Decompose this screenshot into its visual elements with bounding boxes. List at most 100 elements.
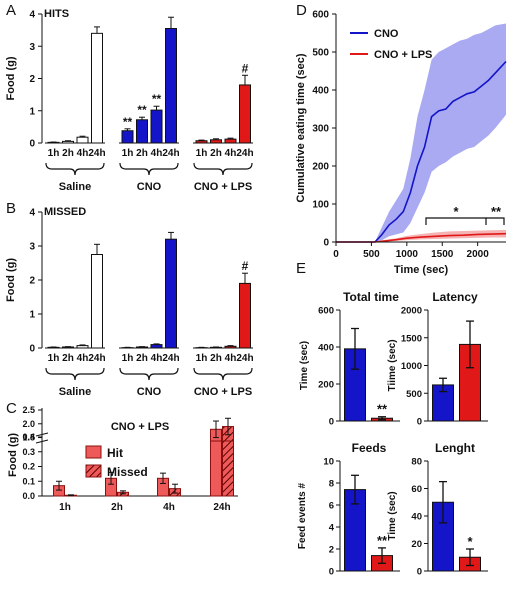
axis-break-mark — [35, 439, 49, 444]
x-tick-label: 2h — [210, 353, 222, 364]
x-tick-label: 24h — [162, 353, 179, 364]
significance-bracket — [425, 217, 487, 225]
y-tick-label: 3 — [29, 242, 35, 253]
significance-label: ** — [123, 115, 133, 129]
bar — [210, 436, 222, 497]
x-tick-label: 1h — [48, 353, 60, 364]
y-tick-label: 0.2 — [22, 462, 35, 472]
y-tick-label: 3 — [29, 42, 35, 53]
significance-label: * — [467, 534, 473, 549]
y-tick-label: 10 — [323, 457, 334, 468]
subpanel-title: Total time — [343, 290, 399, 304]
group-brace — [119, 367, 179, 381]
group-label: Saline — [59, 386, 91, 398]
y-tick-label: 0 — [417, 417, 422, 428]
y-tick-label: 1500 — [401, 333, 422, 344]
significance-label: ** — [377, 402, 388, 417]
y-tick-label: 400 — [312, 86, 329, 97]
group-brace — [193, 162, 253, 176]
y-tick-label: 4 — [29, 208, 35, 219]
y-tick-label: 2.0 — [22, 419, 35, 429]
bar — [150, 109, 163, 144]
bar — [76, 136, 89, 144]
x-tick-label: 2h — [210, 148, 222, 159]
x-tick-label: 24h — [162, 148, 179, 159]
legend-swatch — [85, 445, 102, 459]
group-brace — [193, 367, 253, 381]
x-tick-label: 2h — [62, 148, 74, 159]
y-tick-label: 2000 — [401, 306, 422, 317]
y-tick-label: 200 — [318, 380, 334, 391]
legend-swatch — [85, 464, 102, 478]
bar — [210, 139, 222, 144]
panel-letter: D — [296, 2, 307, 19]
x-tick-label: 1h — [122, 148, 134, 159]
group-label: CNO — [137, 386, 162, 398]
significance-label: ** — [377, 533, 388, 548]
y-axis-label: Food (g) — [5, 258, 17, 302]
y-tick-label: 1.5 — [22, 433, 35, 443]
panel-letter: E — [296, 260, 306, 277]
group-brace — [119, 162, 179, 176]
legend-label: Missed — [107, 465, 148, 479]
y-tick-label: 0 — [29, 344, 35, 355]
x-tick-label: 4h — [151, 353, 163, 364]
y-tick-label: 300 — [312, 124, 329, 135]
group-label: CNO + LPS — [194, 181, 252, 193]
y-axis-label: Cumulative eating time (sec) — [295, 53, 307, 202]
bar — [222, 436, 234, 497]
x-tick-label: 2h — [136, 353, 148, 364]
y-axis-label: Food (g) — [7, 433, 19, 477]
panel-title: HITS — [44, 8, 69, 20]
significance-label: # — [242, 61, 249, 75]
x-tick-label: 2h — [111, 502, 123, 513]
x-tick-label: 4h — [225, 353, 237, 364]
bar — [91, 32, 103, 144]
y-tick-label: 1 — [29, 310, 35, 321]
y-tick-label: 200 — [312, 162, 329, 173]
group-brace — [45, 162, 105, 176]
group-brace — [45, 367, 105, 381]
y-axis-label: Time (sec) — [299, 341, 310, 390]
x-axis-label: Time (sec) — [394, 264, 449, 276]
y-tick-label: 0 — [29, 139, 35, 150]
y-tick-label: 0 — [329, 567, 334, 578]
x-tick-label: 1000 — [396, 249, 419, 260]
x-tick-label: 1h — [48, 148, 60, 159]
y-tick-label: 60 — [411, 484, 422, 495]
bar — [150, 344, 163, 349]
x-tick-label: 2000 — [467, 249, 490, 260]
x-tick-label: 1h — [59, 502, 71, 513]
y-tick-label: 600 — [318, 306, 334, 317]
y-tick-label: 1 — [29, 106, 35, 117]
y-tick-label: 100 — [312, 200, 329, 211]
y-tick-label: 0.4 — [22, 432, 35, 442]
bar — [195, 140, 208, 144]
group-label: Saline — [59, 181, 91, 193]
y-tick-label: 4 — [329, 523, 335, 534]
x-tick-label: 1h — [196, 353, 208, 364]
bar — [224, 345, 237, 349]
y-tick-label: 2 — [329, 545, 334, 556]
legend-label: CNO — [374, 28, 399, 40]
y-axis-label: Food (g) — [5, 56, 17, 100]
x-tick-label: 4h — [77, 353, 89, 364]
y-tick-label: 400 — [318, 343, 334, 354]
axis-break-mark — [35, 432, 49, 437]
x-tick-label: 1h — [122, 353, 134, 364]
panel-title: MISSED — [44, 206, 86, 218]
x-tick-label: 4h — [151, 148, 163, 159]
y-tick-label: 6 — [329, 501, 334, 512]
y-tick-label: 0 — [323, 238, 329, 249]
panel-title: CNO + LPS — [111, 421, 169, 433]
panel-letter: B — [6, 200, 16, 217]
y-tick-label: 0.3 — [22, 447, 35, 457]
x-tick-label: 2h — [136, 148, 148, 159]
panel-letter: A — [6, 2, 16, 19]
y-tick-label: 2 — [29, 276, 35, 287]
x-tick-label: 1h — [196, 148, 208, 159]
x-tick-label: 4h — [225, 148, 237, 159]
bar — [239, 282, 251, 349]
x-tick-label: 1500 — [431, 249, 454, 260]
